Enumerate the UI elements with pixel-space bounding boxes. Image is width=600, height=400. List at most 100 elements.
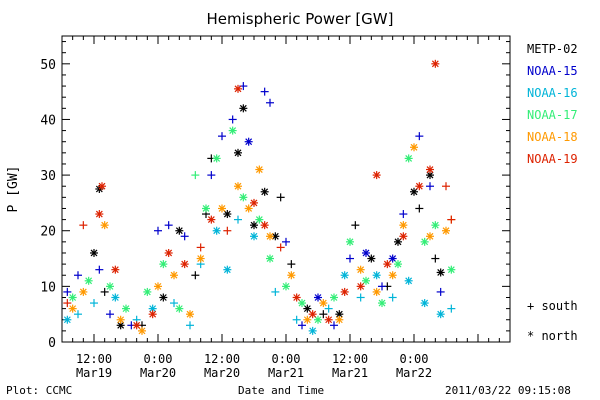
data-point-noaa-16: [324, 304, 333, 313]
data-point-noaa-18: [426, 232, 434, 241]
plot-credit: Plot: CCMC: [6, 384, 73, 397]
data-point-noaa-16: [404, 276, 413, 285]
y-tick-label: 10: [40, 280, 56, 295]
data-point-metp-02: [260, 187, 269, 196]
data-point-noaa-18: [255, 165, 264, 174]
x-tick-date-label: Mar21: [268, 366, 304, 380]
plot-timestamp: 2011/03/22 09:15:08: [445, 384, 571, 397]
data-point-noaa-19: [372, 171, 381, 180]
data-point-metp-02: [436, 268, 445, 277]
data-point-noaa-16: [186, 321, 194, 330]
data-point-noaa-19: [148, 310, 157, 319]
data-point-noaa-16: [356, 293, 365, 302]
data-point-noaa-19: [98, 182, 106, 191]
data-point-noaa-18: [116, 315, 125, 324]
data-point-noaa-18: [154, 282, 162, 291]
data-point-noaa-19: [79, 221, 88, 230]
data-point-noaa-19: [340, 287, 349, 296]
data-point-noaa-15: [63, 287, 72, 296]
data-point-noaa-16: [223, 265, 232, 274]
data-point-noaa-15: [266, 98, 274, 107]
data-point-noaa-19: [164, 248, 173, 257]
data-point-noaa-18: [244, 204, 253, 213]
data-point-noaa-15: [244, 137, 253, 146]
x-tick-date-label: Mar22: [396, 366, 432, 380]
x-tick-time-label: 12:00: [204, 352, 240, 366]
data-point-noaa-19: [356, 282, 365, 291]
data-point-noaa-19: [111, 265, 120, 274]
data-point-noaa-17: [447, 265, 456, 274]
legend-item-noaa-19: NOAA-19: [527, 152, 578, 166]
data-point-noaa-16: [111, 293, 120, 302]
data-point-noaa-15: [282, 237, 290, 246]
data-point-noaa-17: [122, 304, 130, 313]
data-point-noaa-17: [394, 260, 402, 269]
marker-legend-north: * north: [527, 329, 578, 343]
data-point-noaa-16: [340, 271, 349, 280]
data-point-metp-02: [250, 221, 258, 230]
data-point-metp-02: [319, 310, 328, 319]
data-point-noaa-18: [170, 271, 178, 280]
y-tick-label: 50: [40, 58, 56, 73]
data-point-noaa-19: [308, 310, 317, 319]
data-point-noaa-19: [415, 182, 424, 191]
data-point-metp-02: [303, 304, 312, 313]
data-point-metp-02: [234, 148, 242, 157]
data-point-noaa-16: [447, 304, 456, 313]
data-point-noaa-19: [324, 315, 333, 324]
x-axis-label: Date and Time: [238, 384, 325, 397]
data-point-noaa-19: [180, 260, 189, 269]
data-point-noaa-15: [436, 287, 445, 296]
data-point-noaa-19: [447, 215, 456, 224]
data-point-noaa-17: [143, 287, 152, 296]
data-point-noaa-15: [164, 221, 173, 230]
data-point-metp-02: [191, 271, 200, 280]
data-point-noaa-19: [292, 293, 301, 302]
data-point-noaa-17: [159, 260, 168, 269]
data-point-noaa-15: [154, 226, 162, 235]
data-point-noaa-15: [95, 265, 104, 274]
data-point-noaa-15: [378, 282, 386, 291]
data-point-metp-02: [100, 287, 109, 296]
data-point-noaa-17: [191, 171, 200, 180]
data-point-noaa-18: [287, 271, 296, 280]
data-point-noaa-18: [303, 315, 312, 324]
data-point-metp-02: [116, 321, 125, 330]
data-point-noaa-15: [346, 254, 354, 263]
legend-item-metp-02: METP-02: [527, 42, 578, 56]
data-point-metp-02: [276, 193, 285, 202]
x-tick-time-label: 0:00: [400, 352, 429, 366]
legend-item-noaa-16: NOAA-16: [527, 86, 578, 100]
data-point-noaa-19: [426, 165, 434, 174]
data-point-metp-02: [159, 293, 168, 302]
x-tick-time-label: 12:00: [332, 352, 368, 366]
legend-item-noaa-15: NOAA-15: [527, 64, 578, 78]
y-tick-label: 20: [40, 225, 56, 240]
data-point-noaa-17: [346, 237, 354, 246]
data-point-noaa-16: [420, 299, 429, 308]
data-point-noaa-18: [100, 221, 109, 230]
data-point-metp-02: [351, 221, 360, 230]
data-point-noaa-19: [250, 198, 258, 207]
data-point-noaa-18: [319, 299, 328, 308]
data-point-noaa-18: [234, 182, 242, 191]
data-point-noaa-15: [180, 232, 189, 241]
legend-item-noaa-17: NOAA-17: [527, 108, 578, 122]
data-point-noaa-15: [207, 171, 216, 180]
data-point-noaa-17: [228, 126, 237, 135]
data-point-noaa-18: [372, 287, 381, 296]
data-point-noaa-15: [106, 310, 114, 319]
data-point-noaa-18: [68, 304, 77, 313]
x-tick-date-label: Mar20: [204, 366, 240, 380]
data-point-noaa-16: [74, 310, 82, 319]
x-tick-date-label: Mar20: [140, 366, 176, 380]
data-point-noaa-17: [330, 293, 338, 302]
data-point-noaa-15: [388, 254, 397, 263]
data-point-noaa-19: [431, 59, 440, 68]
data-point-noaa-15: [260, 87, 269, 96]
data-point-metp-02: [410, 187, 418, 196]
data-point-noaa-17: [420, 237, 429, 246]
data-point-noaa-16: [234, 215, 242, 224]
data-point-noaa-17: [84, 276, 93, 285]
x-tick-date-label: Mar21: [332, 366, 368, 380]
